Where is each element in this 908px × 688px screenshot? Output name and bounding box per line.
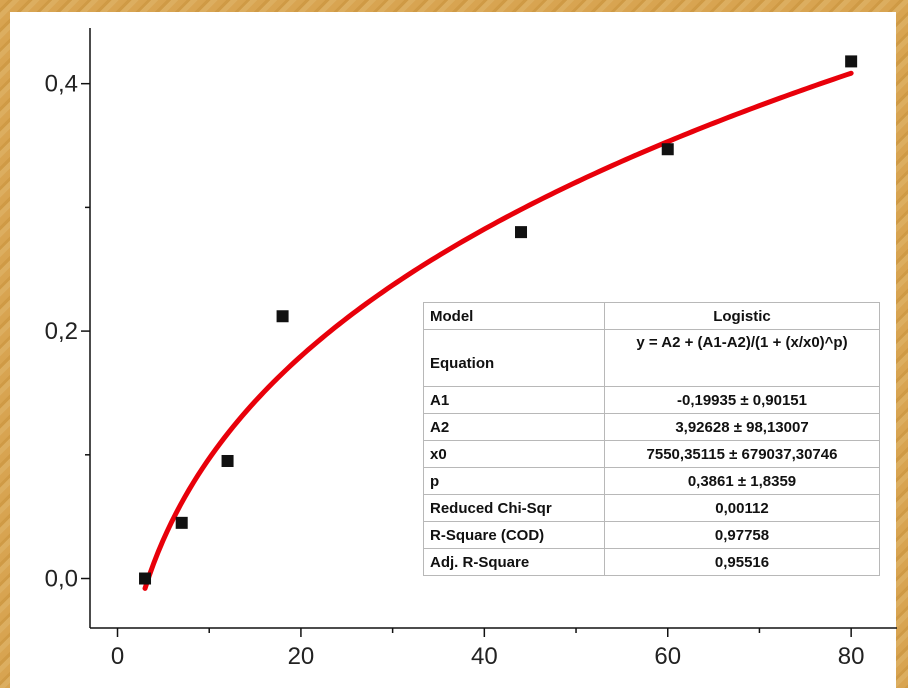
param-value: Logistic: [604, 302, 880, 330]
param-value: -0,19935 ± 0,90151: [604, 386, 880, 414]
param-value: 7550,35115 ± 679037,30746: [604, 440, 880, 468]
data-point: [845, 55, 858, 68]
param-value: 0,97758: [604, 521, 880, 549]
x-tick-label: 60: [654, 643, 681, 670]
data-point: [139, 572, 152, 585]
table-row: Equation y = A2 + (A1-A2)/(1 + (x/x0)^p): [423, 329, 880, 387]
param-name: x0: [423, 440, 605, 468]
param-value: 0,00112: [604, 494, 880, 522]
table-row: p 0,3861 ± 1,8359: [423, 467, 880, 495]
data-point: [276, 310, 289, 323]
x-tick-label: 20: [288, 643, 315, 670]
fit-curve-group: [142, 70, 854, 591]
param-name: R-Square (COD): [423, 521, 605, 549]
param-name: p: [423, 467, 605, 495]
fit-curve: [142, 70, 854, 591]
data-point: [515, 226, 528, 239]
x-tick-label: 0: [111, 643, 124, 670]
param-name: Reduced Chi-Sqr: [423, 494, 605, 522]
y-tick-label: 0,4: [45, 71, 78, 98]
y-tick-label: 0,0: [45, 566, 78, 593]
axes: [81, 28, 897, 637]
param-value: y = A2 + (A1-A2)/(1 + (x/x0)^p): [604, 329, 880, 387]
param-value: 3,92628 ± 98,13007: [604, 413, 880, 441]
data-points: [139, 55, 858, 585]
table-row: x0 7550,35115 ± 679037,30746: [423, 440, 880, 468]
param-name: Adj. R-Square: [423, 548, 605, 576]
table-row: R-Square (COD) 0,97758: [423, 521, 880, 549]
table-row: A1 -0,19935 ± 0,90151: [423, 386, 880, 414]
param-name: A2: [423, 413, 605, 441]
data-point: [661, 143, 674, 156]
x-tick-label: 40: [471, 643, 498, 670]
tick-labels: 0 20 40 60 80 0,0 0,2 0,4: [45, 71, 865, 670]
param-name: Equation: [423, 329, 605, 387]
y-tick-label: 0,2: [45, 318, 78, 345]
table-row: Model Logistic: [423, 302, 880, 330]
data-point: [221, 454, 234, 467]
data-point: [175, 516, 188, 529]
table-row: Adj. R-Square 0,95516: [423, 548, 880, 576]
table-row: Reduced Chi-Sqr 0,00112: [423, 494, 880, 522]
table-row: A2 3,92628 ± 98,13007: [423, 413, 880, 441]
param-name: A1: [423, 386, 605, 414]
x-tick-label: 80: [838, 643, 865, 670]
param-name: Model: [423, 302, 605, 330]
fit-results-table: Model Logistic Equation y = A2 + (A1-A2)…: [423, 302, 880, 576]
param-value: 0,3861 ± 1,8359: [604, 467, 880, 495]
param-value: 0,95516: [604, 548, 880, 576]
